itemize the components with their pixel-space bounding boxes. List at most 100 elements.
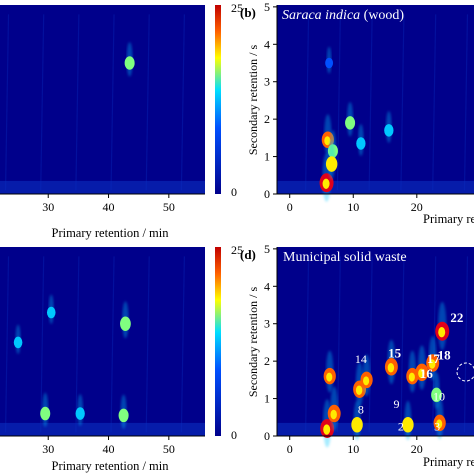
background-streak: [75, 14, 80, 191]
peak-core: [408, 372, 415, 382]
peak-core: [324, 136, 331, 146]
background-streak: [180, 256, 185, 433]
peak-label: 10: [433, 389, 445, 403]
x-tick-label: 20: [411, 200, 423, 214]
y-tick-label: 4: [264, 279, 270, 293]
background-streak: [400, 256, 405, 433]
peak-label: 8: [358, 403, 364, 417]
panel-b-y-ticks: 0 1 2 3 4 5: [264, 0, 277, 201]
y-tick-label: 5: [264, 0, 270, 14]
peak-core: [326, 372, 333, 382]
background-streak: [110, 14, 115, 191]
y-tick-label: 1: [264, 392, 270, 406]
background-streak: [336, 14, 341, 191]
panel-c-colorbar: [215, 247, 221, 436]
peak-spot: [40, 406, 51, 421]
panel-b: 0 1 2 3 4 5 0 10 20 (b) Saraca indica (wood) Se…: [240, 0, 474, 226]
panel-d-dashed-region: [456, 362, 474, 382]
peak-spot: [124, 56, 135, 70]
panel-d-heatmap: [277, 256, 474, 448]
peak-core: [328, 160, 335, 170]
panel-b-plot-area: [277, 5, 474, 194]
peak-spot: [75, 407, 85, 420]
y-tick-label: 3: [264, 317, 270, 331]
panel-d-xlabel: Primary retention / min: [423, 455, 474, 469]
peak-label: 16: [420, 366, 434, 381]
y-tick-label: 1: [264, 150, 270, 164]
peak-core: [428, 359, 436, 369]
peak-spot: [46, 306, 56, 319]
panel-c-colorbar-min: 0: [231, 428, 237, 442]
panel-d-letter: (d): [240, 247, 256, 262]
peak-core: [330, 409, 337, 420]
panel-a-heatmap: [0, 14, 205, 194]
background-streak: [400, 14, 405, 191]
background-streak: [304, 256, 310, 433]
panel-b-xlabel: Primary retention / min: [423, 212, 474, 226]
x-tick-label: 10: [347, 200, 359, 214]
y-tick-label: 4: [264, 37, 270, 51]
x-tick-label: 50: [163, 200, 175, 214]
x-tick-label: 30: [42, 442, 54, 456]
panel-c-colorbar-max: 25: [231, 243, 243, 257]
peak-label: 9: [393, 397, 399, 411]
peak-core: [436, 419, 443, 429]
peak-spot: [356, 137, 366, 150]
background-streak: [40, 256, 45, 433]
peak-core: [322, 178, 330, 189]
peak-spot: [431, 387, 442, 403]
peak-spot: [345, 116, 356, 130]
background-streak: [40, 14, 45, 191]
panel-d-y-ticks: 0 1 2 3 4 5: [264, 242, 277, 443]
peak-core: [363, 376, 370, 386]
x-tick-label: 50: [163, 442, 175, 456]
baseline-band: [277, 180, 474, 194]
panel-b-heatmap: [277, 14, 474, 202]
baseline-band: [0, 180, 205, 194]
background-streak: [75, 256, 80, 433]
panel-d: 0 1 2 3 4 5 0 10 20 (d) Municipal solid waste S…: [240, 242, 474, 469]
x-tick-label: 20: [411, 442, 423, 456]
peak-label: 17: [427, 351, 441, 366]
background-streak: [463, 256, 469, 433]
panel-b-title-rest: (wood): [360, 8, 404, 23]
background-streak: [180, 14, 185, 191]
background-streak: [463, 14, 469, 191]
peak-spot: [384, 124, 394, 137]
panel-c: 30 40 50 Primary retention / min 25 0: [0, 243, 243, 473]
panel-b-title: Saraca indica (wood): [282, 8, 404, 23]
peak-label: 18: [438, 347, 452, 362]
peak-spot: [325, 57, 334, 69]
peak-spot: [118, 408, 129, 423]
peak-spot: [13, 336, 23, 349]
background-streak: [145, 256, 150, 433]
y-tick-label: 0: [264, 429, 270, 443]
y-tick-label: 2: [264, 354, 270, 368]
panel-a-x-ticks: 30 40 50: [42, 194, 175, 214]
background-streak: [368, 14, 373, 191]
panel-c-x-ticks: 30 40 50: [42, 436, 175, 456]
panel-d-ylabel: Secondary retention / s: [246, 287, 260, 398]
x-tick-label: 40: [103, 200, 115, 214]
panel-d-x-ticks: 0 10 20: [287, 436, 423, 456]
peak-core: [353, 421, 360, 431]
x-tick-label: 30: [42, 200, 54, 214]
background-streak: [4, 256, 10, 433]
panel-a-colorbar-max: 25: [231, 1, 243, 15]
peak-label: 2: [398, 419, 404, 433]
peak-core: [438, 327, 446, 338]
peak-core: [387, 362, 395, 373]
x-tick-label: 0: [287, 442, 293, 456]
x-tick-label: 0: [287, 200, 293, 214]
panel-b-ylabel: Secondary retention / s: [246, 45, 260, 156]
peak-label: 15: [388, 345, 402, 360]
panel-a-plot-area: [0, 5, 205, 194]
background-streak: [4, 14, 10, 191]
peak-core: [418, 368, 425, 379]
peak-core: [355, 385, 363, 395]
peak-label: 22: [450, 310, 463, 325]
y-tick-label: 5: [264, 242, 270, 256]
background-streak: [145, 14, 150, 191]
